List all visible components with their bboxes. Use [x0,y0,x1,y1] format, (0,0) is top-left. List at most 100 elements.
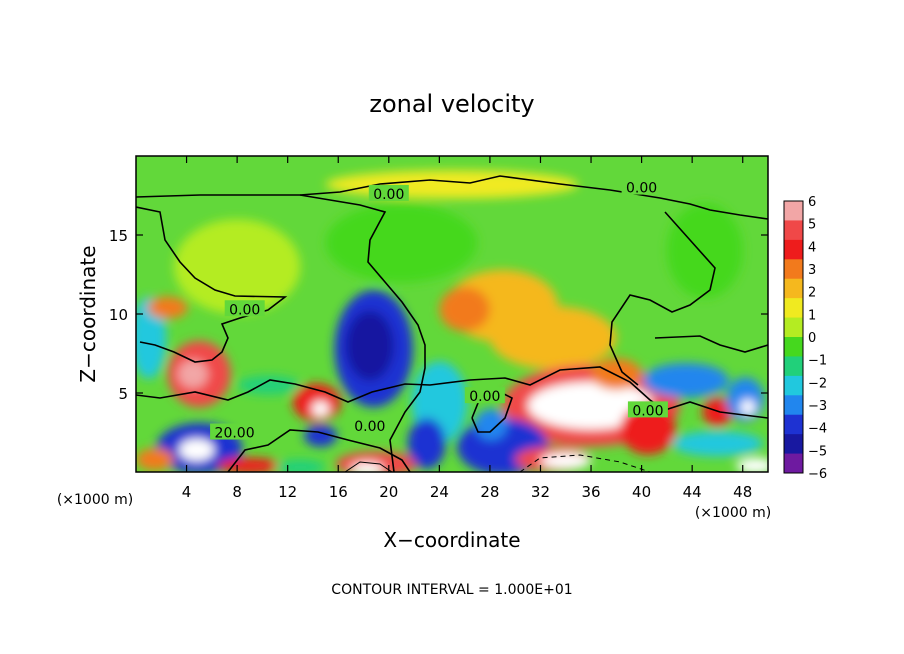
colorbar-label-7: −1 [808,354,827,369]
velocity-blob-24 [474,408,508,441]
velocity-blob-20 [304,424,337,447]
x-unit-label: (×1000 m) [695,505,771,521]
colorbar-swatch-3 [784,259,803,280]
x-tick-label-4: 20 [379,483,398,501]
contour-label-bg-0 [368,184,409,201]
contour-labels: 0.00 0.00 0.00 20.00 0.00 0.00 0.00 [210,178,668,442]
zero-contour-upper [136,175,768,220]
colorbar-swatch-1 [784,220,803,241]
contour-label-0: 0.00 [373,187,404,203]
colorbar-swatch-12 [784,434,803,455]
x-tick-label-0: 4 [182,483,192,501]
y-axis-ticks: 5 10 15 [109,227,768,403]
velocity-blob-32 [275,459,326,472]
contour-interval-note: CONTOUR INTERVAL = 1.000E+01 [331,582,572,598]
contour-label-6: 0.00 [632,403,663,419]
velocity-blob-13 [540,453,592,469]
zero-contour-right-lobe [654,335,768,353]
colorbar-swatch-11 [784,414,803,435]
x-tick-label-10: 44 [683,483,702,501]
x-tick-label-6: 28 [480,483,499,501]
velocity-blob-9 [527,381,655,430]
x-tick-label-11: 48 [733,483,752,501]
velocity-blob-4 [177,359,209,389]
y-tick-label-0: 5 [118,385,128,403]
colorbar-label-12: −6 [808,467,827,482]
colorbar-label-8: −2 [808,376,827,391]
x-tick-label-2: 12 [278,483,297,501]
x-tick-label-5: 24 [430,483,449,501]
dashed-contour [519,454,651,472]
chart-title: zonal velocity [369,90,534,118]
contour-label-1: 0.00 [626,181,657,197]
colorbar-swatch-9 [784,375,803,396]
velocity-blob-1 [439,287,490,332]
velocity-field [136,170,768,472]
colorbar-swatch-4 [784,278,803,299]
y-axis-label: Z−coordinate [76,245,100,382]
zero-contour-middle [299,194,426,472]
zero-contour-bottom [227,429,411,472]
velocity-blob-15 [350,462,384,472]
x-axis-ticks: 4 8 12 16 20 24 28 32 36 40 44 48 [182,156,752,501]
contour-label-bg-2 [224,300,265,317]
velocity-blob-6 [345,310,394,381]
contour-label-bg-4 [349,417,390,434]
velocity-blob-36 [173,219,301,314]
colorbar-label-11: −5 [808,444,827,459]
velocity-blob-35 [325,203,478,283]
colorbar-label-0: 6 [808,195,816,210]
plot-area: 0.00 0.00 0.00 20.00 0.00 0.00 0.00 [136,156,768,472]
y-tick-label-1: 10 [109,306,128,324]
colorbar-swatch-2 [784,239,803,260]
velocity-blob-30 [736,457,768,472]
velocity-blob-17 [178,438,215,461]
colorbar-swatch-5 [784,298,803,319]
colorbar-label-4: 2 [808,286,816,301]
velocity-blob-25 [642,362,729,398]
colorbar-label-6: 0 [808,331,816,346]
velocity-blob-34 [325,170,579,199]
colorbar-swatch-10 [784,395,803,416]
y-tick-label-2: 15 [109,227,128,245]
velocity-blob-37 [666,203,743,299]
colorbar-swatch-7 [784,337,803,357]
colorbar-swatch-6 [784,317,803,338]
x-tick-label-9: 40 [632,483,651,501]
contour-label-bg-1 [621,178,662,195]
velocity-blob-31 [218,457,282,472]
colorbar-label-5: 1 [808,308,816,323]
contour-label-5: 0.00 [469,389,500,405]
colorbar-label-3: 3 [808,263,816,278]
x-tick-label-7: 32 [531,483,550,501]
colorbar-swatch-13 [784,453,803,474]
x-axis-label: X−coordinate [383,528,520,552]
x-tick-label-1: 8 [232,483,242,501]
velocity-blob-33 [136,448,174,471]
velocity-blob-29 [671,430,763,457]
x-tick-label-8: 36 [581,483,600,501]
velocity-blob-28 [740,399,756,416]
colorbar-swatch-0 [784,201,803,221]
thin-contour [344,461,393,472]
contour-label-2: 0.00 [229,302,260,318]
colorbar-label-10: −4 [808,422,827,437]
zero-contour-right [609,211,716,386]
contour-label-3: 20.00 [215,426,255,442]
colorbar-swatch-8 [784,356,803,377]
contour-label-bg-6 [627,401,668,418]
y-unit-label: (×1000 m) [57,492,133,508]
colorbar-frame [783,200,804,474]
velocity-blob-19 [311,400,330,417]
colorbar-label-2: 4 [808,240,816,255]
velocity-blob-38 [147,296,188,319]
contour-label-bg-5 [464,387,505,404]
colorbar: 6 5 4 3 2 1 0 −1 −2 −3 −4 −5 −6 [783,195,827,482]
x-tick-label-3: 16 [329,483,348,501]
velocity-blob-27 [726,377,765,422]
contour-label-4: 0.00 [354,419,385,435]
colorbar-label-1: 5 [808,218,816,233]
colorbar-label-9: −3 [808,399,827,414]
velocity-blob-2 [489,306,617,370]
